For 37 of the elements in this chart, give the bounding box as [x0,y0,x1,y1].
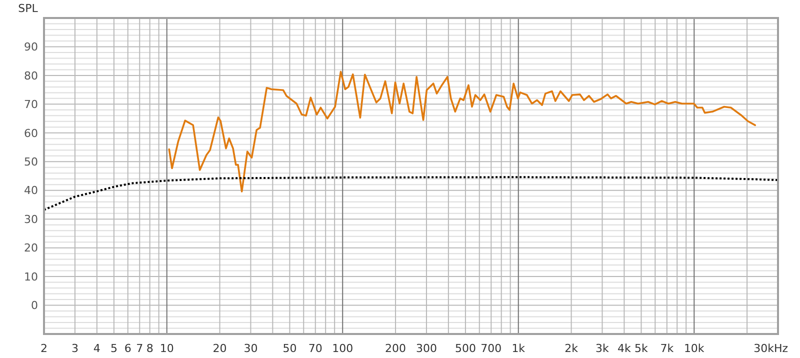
y-tick-label: 70 [24,98,38,112]
x-tick-label: 4k [618,342,632,355]
x-tick-label: 100 [332,342,354,355]
x-tick-label: 5 [110,342,118,355]
x-tick-label: 8 [146,342,154,355]
x-tick-label: 3k [596,342,610,355]
x-tick-label: 2k [564,342,579,355]
y-tick-label: 10 [24,270,38,284]
x-tick-label: 3 [71,342,78,355]
x-tick-label: 10k [684,342,705,355]
x-tick-label: 20 [212,342,227,355]
y-tick-label: 60 [24,126,38,140]
y-tick-label: 50 [24,155,38,168]
y-tick-label: 80 [24,69,38,82]
x-tick-label: 5k [634,342,649,355]
x-tick-label: 7k [660,342,674,355]
x-tick-label: 200 [385,342,406,355]
x-tick-label: 1k [512,342,526,355]
y-tick-label: 0 [31,299,38,312]
y-axis-title: SPL [18,2,39,15]
y-tick-label: 30 [24,212,38,226]
x-axis-title: Hz [774,342,788,355]
x-tick-label: 10 [160,342,174,355]
x-tick-label: 70 [308,342,322,355]
x-tick-label: 4 [93,342,100,355]
x-tick-label: 6 [124,342,132,355]
x-tick-label: 30 [244,342,258,355]
x-tick-label: 50 [282,342,297,355]
y-tick-label: 90 [24,40,38,54]
x-tick-label: 700 [480,342,502,355]
x-tick-label: 30k [754,342,775,355]
x-tick-label: 7 [136,342,144,355]
x-tick-label: 300 [416,342,437,355]
y-tick-label: 20 [24,242,38,255]
x-tick-label: 2 [40,342,48,355]
x-tick-label: 500 [454,342,476,355]
y-tick-label: 40 [24,184,38,198]
